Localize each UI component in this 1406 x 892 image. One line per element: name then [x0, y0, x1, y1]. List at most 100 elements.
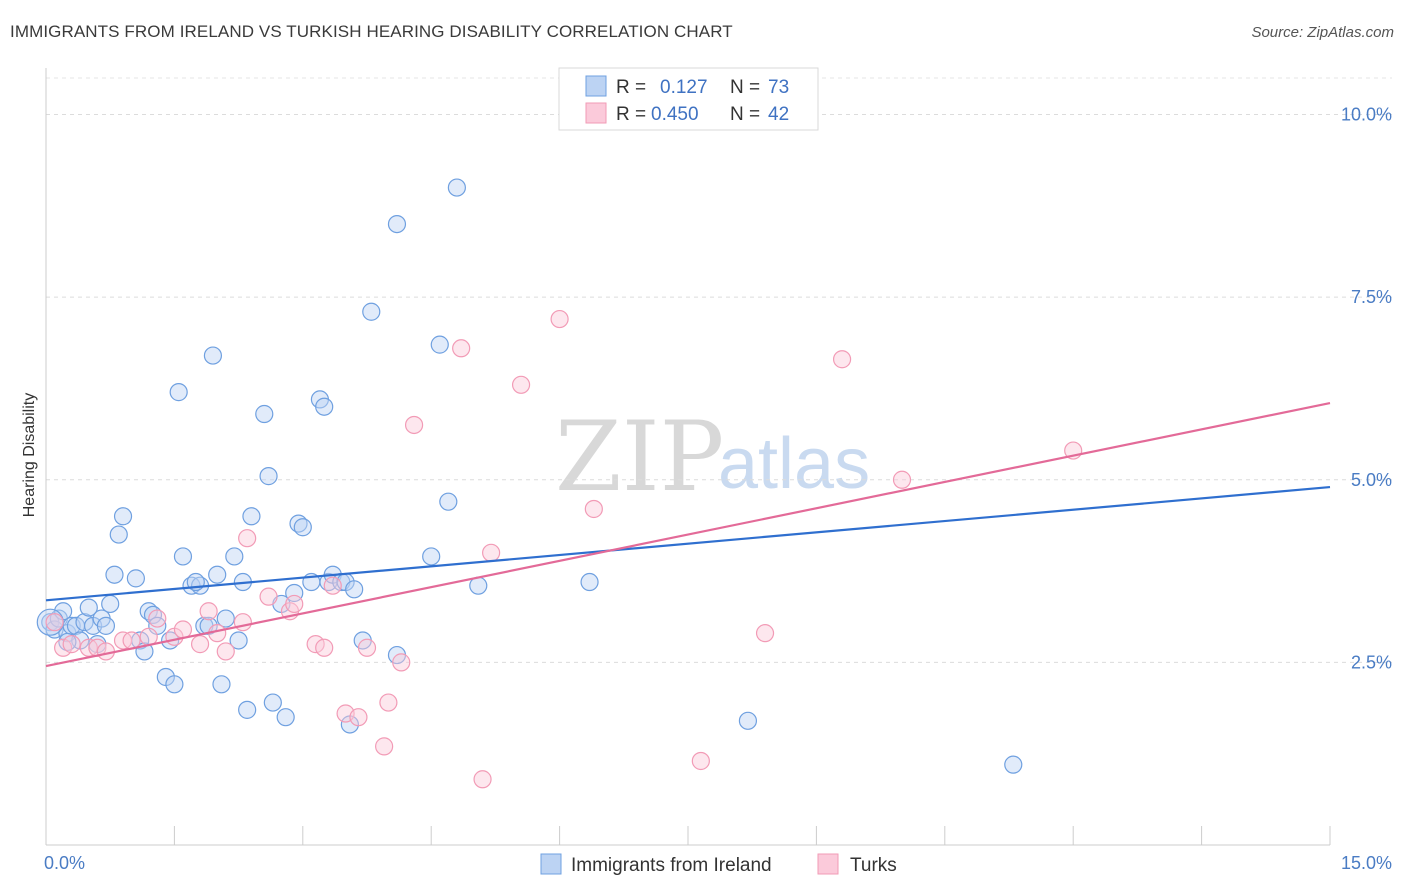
ireland-point [165, 675, 184, 694]
ireland-point [96, 616, 116, 635]
legend-swatch-ireland [540, 853, 562, 875]
turks-point [349, 708, 368, 727]
turks-point [691, 751, 710, 771]
chart-title: IMMIGRANTS FROM IRELAND VS TURKISH HEARI… [10, 22, 733, 41]
turks-point [259, 587, 278, 606]
legend-r-label: R = [616, 104, 646, 125]
watermark: ZIP atlas [555, 401, 870, 513]
y-tick-label: 7.5% [1351, 287, 1392, 307]
turks-point [190, 635, 210, 654]
turks-point [173, 620, 193, 639]
legend-r-value: 0.450 [651, 104, 699, 125]
axes [45, 68, 1331, 846]
ireland-point [276, 708, 295, 727]
turks-point [511, 375, 531, 394]
y-tick-labels: 2.5% 5.0% 7.5% 10.0% [1341, 105, 1392, 673]
ireland-point [79, 598, 98, 617]
ireland-point [105, 565, 124, 584]
ireland-point [212, 675, 231, 694]
turks-point [584, 499, 603, 519]
correlation-legend: R = 0.127 N = 73 R = 0.450 N = 42 [558, 67, 819, 131]
turks-point [452, 339, 471, 358]
legend-swatch-turks [585, 102, 607, 124]
turks-point [45, 613, 64, 632]
turks-point [473, 770, 492, 789]
turks-point [892, 470, 912, 489]
turks-point [238, 529, 257, 548]
ireland-point [225, 547, 244, 566]
ireland-point [580, 572, 599, 592]
ireland-point [345, 580, 364, 599]
series-turks-points [45, 309, 1083, 789]
turks-point [148, 609, 167, 628]
ireland-point [439, 492, 458, 511]
legend-n-label: N = [730, 77, 760, 98]
x-tick-label: 0.0% [44, 853, 85, 873]
turks-point [392, 653, 411, 672]
turks-point [285, 594, 304, 614]
x-tick-label: 15.0% [1341, 853, 1392, 873]
turks-point [323, 576, 342, 595]
legend-r-value: 0.127 [660, 77, 708, 98]
legend-n-value: 42 [768, 104, 789, 125]
ireland-point [263, 693, 282, 712]
ireland-point [113, 507, 133, 526]
legend-series-turks: Turks [850, 855, 897, 876]
ireland-point [430, 335, 449, 354]
series-legend: Immigrants from Ireland Turks [540, 853, 897, 876]
turks-point [233, 613, 252, 632]
ireland-point [101, 594, 120, 614]
ireland-point [387, 214, 407, 234]
turks-point [482, 543, 501, 562]
turks-point [379, 693, 398, 712]
ireland-point [447, 178, 466, 197]
ireland-point [216, 609, 235, 628]
turks-point [755, 624, 775, 643]
legend-series-ireland: Immigrants from Ireland [571, 855, 772, 876]
turks-point [357, 638, 377, 657]
turks-point [404, 415, 424, 435]
ireland-point [229, 631, 248, 650]
turks-point [216, 642, 235, 661]
legend-n-value: 73 [768, 77, 789, 98]
y-tick-label: 5.0% [1351, 470, 1392, 490]
ireland-point [255, 404, 274, 424]
ireland-trend-line [45, 485, 1331, 602]
ireland-point [293, 518, 312, 537]
ireland-point [259, 467, 278, 486]
turks-point [550, 309, 569, 329]
legend-swatch-turks [817, 853, 839, 875]
ireland-point [1004, 755, 1023, 774]
ireland-point [315, 397, 334, 416]
ireland-point [203, 346, 223, 365]
turks-point [199, 602, 218, 621]
y-tick-label: 10.0% [1341, 105, 1392, 125]
x-tick-labels: 0.0% 15.0% [44, 853, 1392, 873]
watermark-atlas: atlas [718, 424, 870, 504]
source-label: Source: ZipAtlas.com [1251, 24, 1394, 41]
ireland-point [126, 569, 145, 588]
ireland-point [208, 565, 227, 584]
turks-point [315, 638, 334, 657]
ireland-point [238, 700, 257, 719]
turks-point [62, 635, 81, 654]
legend-r-label: R = [616, 77, 646, 98]
ireland-point [109, 525, 128, 544]
legend-swatch-ireland [585, 75, 607, 97]
turks-trend-line [45, 401, 1331, 668]
ireland-point [242, 507, 261, 526]
ireland-point [173, 547, 193, 566]
turks-point [832, 350, 852, 369]
ireland-point [362, 302, 381, 321]
ireland-point [422, 547, 441, 566]
y-tick-label: 2.5% [1351, 652, 1392, 672]
series-ireland-points [36, 178, 1023, 774]
ireland-point [738, 711, 758, 730]
ireland-point [169, 383, 188, 402]
trend-lines [45, 401, 1331, 668]
legend-n-label: N = [730, 104, 760, 125]
y-axis-label: Hearing Disability [21, 393, 38, 518]
turks-point [375, 737, 394, 756]
watermark-zip: ZIP [555, 401, 724, 513]
